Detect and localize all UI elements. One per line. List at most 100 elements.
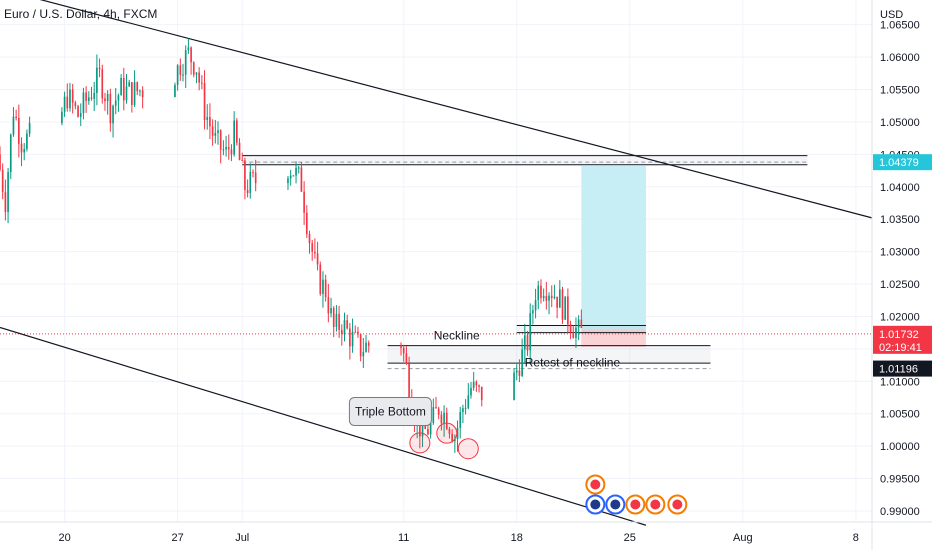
- price-tick-label: 1.00000: [880, 441, 920, 453]
- candle-body: [93, 92, 96, 99]
- candle-body: [136, 82, 139, 92]
- candle-body: [526, 335, 529, 351]
- event-flag-icon: [630, 499, 641, 510]
- candle-body: [26, 133, 28, 150]
- event-flag-icon: [590, 479, 601, 490]
- candle-body: [305, 212, 308, 235]
- price-tick-label: 1.00500: [880, 409, 920, 421]
- price-tick-label: 1.06500: [880, 20, 920, 32]
- retest-label: Retest of neckline: [525, 356, 621, 370]
- candle-body: [98, 67, 101, 70]
- candle-body: [61, 111, 63, 124]
- time-tick-label: Jul: [235, 532, 249, 544]
- last-price-badge-text: 02:19:41: [879, 342, 922, 354]
- candle-body: [445, 412, 448, 429]
- candle-body: [354, 331, 357, 333]
- event-flag-icon: [672, 499, 683, 510]
- candle-body: [18, 117, 20, 144]
- candle-body: [553, 296, 556, 299]
- candle-body: [227, 147, 230, 150]
- candle-body: [209, 117, 211, 127]
- bottom-marker-circle: [409, 432, 431, 454]
- candle-body: [335, 313, 338, 327]
- candle-body: [4, 192, 7, 213]
- candle-body: [206, 117, 209, 121]
- candle-body: [211, 126, 214, 136]
- candle-body: [233, 120, 235, 155]
- candle-body: [122, 77, 125, 101]
- candle-body: [292, 175, 295, 177]
- candle-body: [125, 86, 128, 101]
- candle-body: [343, 320, 346, 334]
- candle-body: [540, 285, 542, 299]
- candle-body: [244, 160, 246, 190]
- time-tick-label: 8: [853, 532, 859, 544]
- candle-body: [214, 132, 217, 136]
- candle-body: [120, 77, 122, 96]
- time-tick-label: 25: [624, 532, 636, 544]
- candle-body: [456, 427, 459, 439]
- candles: [0, 38, 583, 453]
- candle-body: [478, 385, 480, 387]
- candle-body: [238, 142, 241, 161]
- candle-body: [561, 289, 564, 320]
- candle-body: [405, 353, 408, 364]
- candle-body: [300, 167, 303, 192]
- time-tick-label: 20: [58, 532, 70, 544]
- price-tick-label: 1.02500: [880, 279, 920, 291]
- price-tick-label: 1.05000: [880, 117, 920, 129]
- time-tick-label: Aug: [733, 532, 753, 544]
- candle-body: [179, 65, 182, 75]
- grid: [0, 0, 872, 522]
- resistance-price-badge-text: 1.04379: [879, 157, 919, 169]
- candle-body: [192, 62, 195, 75]
- price-tick-label: 1.02000: [880, 311, 920, 323]
- symbol-title[interactable]: Euro / U.S. Dollar, 4h, FXCM: [4, 7, 157, 21]
- price-axis[interactable]: 1.065001.060001.055001.050001.045001.040…: [873, 20, 932, 518]
- candle-body: [71, 89, 74, 103]
- candle-body: [340, 329, 343, 334]
- event-flag-icon: [590, 499, 601, 510]
- candle-body: [462, 408, 464, 412]
- candle-body: [548, 295, 550, 301]
- candle-body: [346, 320, 349, 329]
- candle-body: [85, 92, 87, 101]
- candle-body: [338, 313, 340, 330]
- candle-body: [577, 319, 580, 328]
- candle-body: [225, 147, 227, 150]
- candle-body: [133, 82, 136, 105]
- candle-body: [319, 264, 322, 294]
- candle-body: [131, 82, 133, 105]
- candle-body: [195, 72, 198, 75]
- candle-body: [545, 295, 548, 301]
- candle-body: [327, 297, 330, 314]
- candle-body: [66, 96, 69, 109]
- candle-body: [440, 414, 443, 424]
- upper-trendline: [39, 0, 873, 219]
- candle-body: [141, 90, 144, 98]
- candle-body: [128, 82, 131, 87]
- entry-zone: [516, 325, 646, 333]
- candle-body: [289, 175, 292, 179]
- candle-body: [106, 93, 109, 102]
- candle-body: [182, 74, 184, 76]
- candle-body: [532, 310, 534, 314]
- event-flag-icon: [610, 499, 621, 510]
- candle-body: [187, 47, 190, 51]
- candle-body: [518, 370, 521, 376]
- zones: [242, 155, 808, 370]
- price-tick-label: 1.06000: [880, 52, 920, 64]
- candle-body: [190, 47, 192, 63]
- candle-body: [101, 69, 104, 99]
- candle-body: [217, 130, 219, 133]
- candle-body: [432, 407, 435, 423]
- bottom-marker-circle: [436, 422, 458, 444]
- triple-bottom-label: Triple Bottom: [355, 404, 426, 418]
- time-tick-label: 18: [511, 532, 523, 544]
- candle-body: [359, 334, 362, 357]
- time-axis[interactable]: 20 27 Jul 11 18 25 Aug 8: [58, 532, 858, 544]
- price-tick-label: 1.05500: [880, 84, 920, 96]
